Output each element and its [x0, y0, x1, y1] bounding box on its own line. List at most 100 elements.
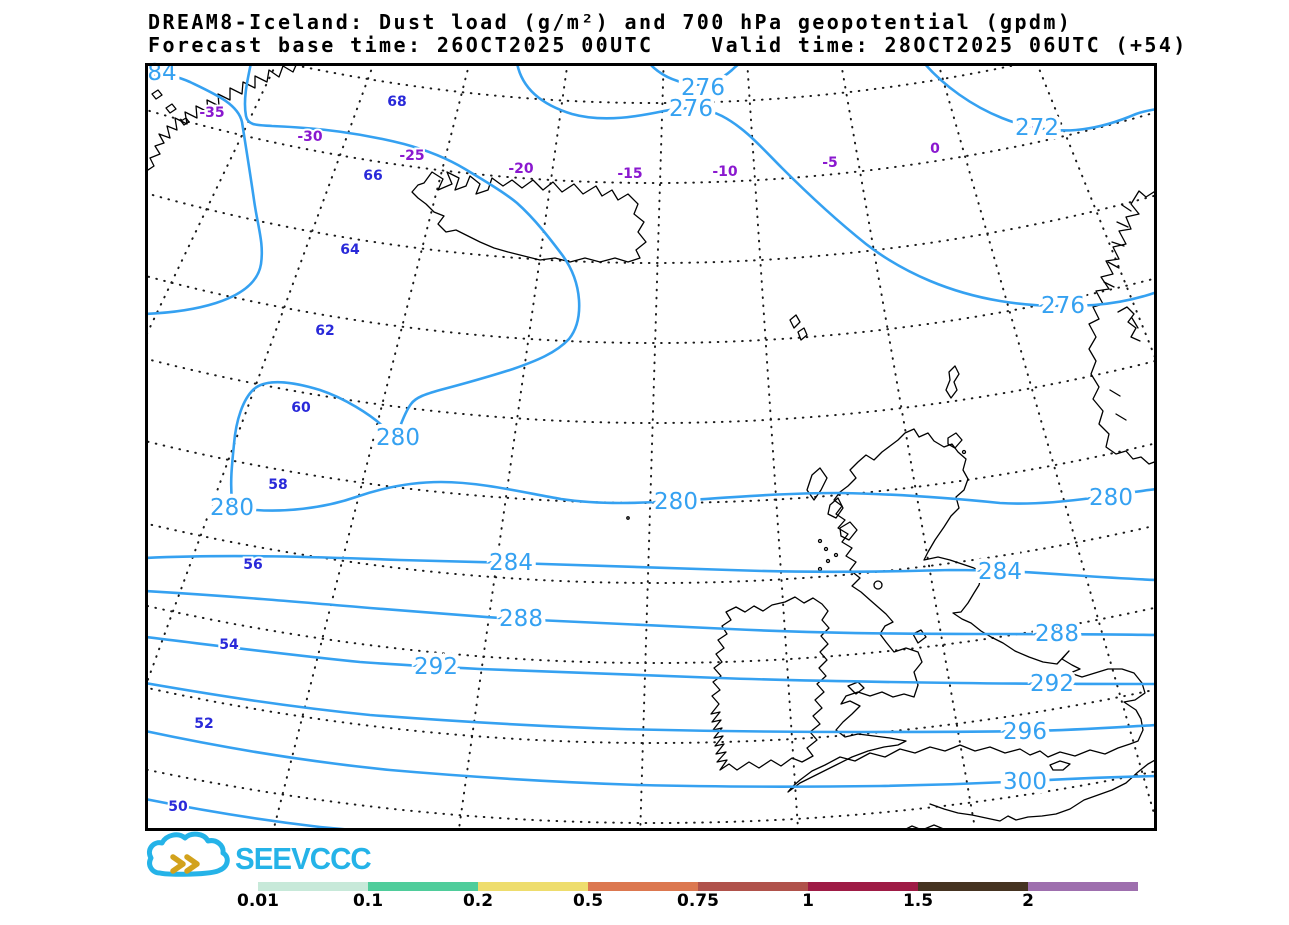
- coastline-shetland: [945, 365, 960, 399]
- coastline-islet: [825, 558, 831, 564]
- contour-line-292: [146, 635, 1156, 686]
- longitude-label: -25: [399, 148, 424, 164]
- coastline-great-britain: [787, 428, 1146, 793]
- colorbar-tick-label: 0.75: [677, 891, 719, 911]
- contour-line-276-main: [515, 64, 1156, 308]
- coastline-norway: [1088, 189, 1156, 465]
- coastlines: [146, 64, 1156, 830]
- contour-value-label: 276: [681, 75, 725, 101]
- contour-line-284: [146, 554, 1156, 582]
- longitude-label: -20: [508, 161, 534, 177]
- forecast-time-line: Forecast base time: 26OCT2025 00UTC Vali…: [148, 33, 1188, 57]
- contour-value-label: 284: [489, 550, 533, 576]
- longitude-label: -10: [712, 164, 738, 180]
- meridian-line: [937, 64, 1156, 825]
- meridian-line: [639, 64, 665, 830]
- latitude-label: 68: [387, 94, 406, 110]
- contour-value-label: 292: [1030, 671, 1074, 697]
- colorbar-tick-label: 0.5: [572, 891, 604, 911]
- meridian-line: [746, 64, 800, 830]
- contour-line-272: [923, 64, 1156, 132]
- coastline-hebrides: [806, 467, 858, 541]
- colorbar-tick-label: 2: [1022, 891, 1034, 911]
- graticule-grid: [146, 64, 1156, 830]
- latitude-label: 66: [363, 168, 382, 184]
- colorbar-segment: [258, 882, 368, 891]
- geopotential-contours: [146, 64, 1156, 830]
- latitude-label: 58: [268, 477, 287, 493]
- coastline-isle-of-man: [912, 629, 927, 644]
- contour-value-label: 276: [1041, 293, 1085, 319]
- latitude-label: 60: [291, 400, 311, 416]
- parallel-line: [286, 64, 1024, 104]
- contour-value-label: 292: [414, 654, 458, 680]
- coastline-anglesey: [847, 681, 865, 695]
- contour-value-label: 276: [669, 96, 713, 122]
- latitude-label: 52: [194, 716, 213, 732]
- chevron-icon: [170, 854, 200, 874]
- longitude-label: -5: [822, 155, 838, 171]
- coastline-islet: [626, 516, 630, 520]
- contour-value-label: 280: [654, 489, 698, 515]
- parallel-line: [146, 439, 1156, 504]
- colorbar-tick-label: 1.5: [902, 891, 934, 911]
- contour-value-label: 300: [1003, 769, 1047, 795]
- colorbar-segment: [478, 882, 588, 891]
- latitude-label: 62: [315, 323, 334, 339]
- latitude-label: 64: [340, 242, 360, 258]
- longitude-label: 5: [1031, 117, 1041, 133]
- meridian-line: [1036, 64, 1156, 363]
- latitude-label: 50: [168, 799, 188, 815]
- contour-value-label: 284: [978, 559, 1022, 585]
- coastline-islet: [817, 538, 823, 544]
- coastline-islet: [823, 546, 829, 552]
- colorbar-segment: [918, 882, 1028, 891]
- colorbar-segment: [698, 882, 808, 891]
- contour-value-label: 280: [210, 495, 254, 521]
- map-frame: [145, 63, 1157, 831]
- longitude-label: -15: [617, 166, 642, 182]
- colorbar-segment: [808, 882, 918, 891]
- cloud-icon: [146, 831, 230, 877]
- contour-value-label: 296: [1003, 719, 1047, 745]
- colorbar-tick-label: 0.1: [352, 891, 384, 911]
- coastline-islet: [817, 566, 823, 572]
- coastline-greenland: [146, 64, 298, 173]
- parallel-line: [146, 108, 1156, 184]
- coastline-france: [929, 758, 1156, 822]
- contour-line-304: [146, 797, 373, 830]
- parallel-line: [146, 604, 1156, 664]
- contour-line-280: [229, 64, 1156, 512]
- contour-line-296: [146, 681, 1156, 734]
- coastline-norway-fjords: [1103, 204, 1141, 421]
- colorbar-tick-label: 0.01: [237, 891, 279, 911]
- coastline-brittany: [902, 824, 949, 830]
- parallel-line: [146, 686, 1156, 744]
- coastline-faroe: [789, 314, 808, 341]
- coastline-islet: [961, 449, 967, 455]
- chart-title: DREAM8-Iceland: Dust load (g/m²) and 700…: [148, 10, 1073, 34]
- contour-value-label: 272: [1015, 115, 1059, 141]
- parallel-line: [146, 191, 1156, 264]
- contour-line-284-west: [146, 73, 264, 316]
- coastline-greenland-islets: [151, 89, 190, 126]
- coastline-isle-of-wight: [1049, 760, 1071, 771]
- contour-value-label: 280: [1089, 485, 1133, 511]
- contour-line-288: [146, 589, 1156, 637]
- longitude-label: -30: [297, 129, 323, 145]
- seevccc-logo: [146, 831, 230, 877]
- coastline-orkney: [947, 432, 963, 449]
- contour-value-label: 280: [376, 425, 420, 451]
- colorbar-segment: [588, 882, 698, 891]
- coastline-islet: [833, 552, 839, 558]
- longitude-label: -35: [199, 105, 224, 121]
- meridian-line: [146, 64, 278, 338]
- latitude-label: 56: [243, 557, 262, 573]
- contour-line-300: [146, 729, 1156, 788]
- colorbar-tick-label: 0.2: [462, 891, 494, 911]
- coastline-ireland: [710, 596, 830, 771]
- contour-value-label: 288: [1035, 621, 1079, 647]
- colorbar-tick-label: 1: [802, 891, 814, 911]
- map-labels: -35 -30 -25 -20 -15 -10 -5 0 5 68 66 64 62 60 58 56 54 52…: [143, 56, 1137, 817]
